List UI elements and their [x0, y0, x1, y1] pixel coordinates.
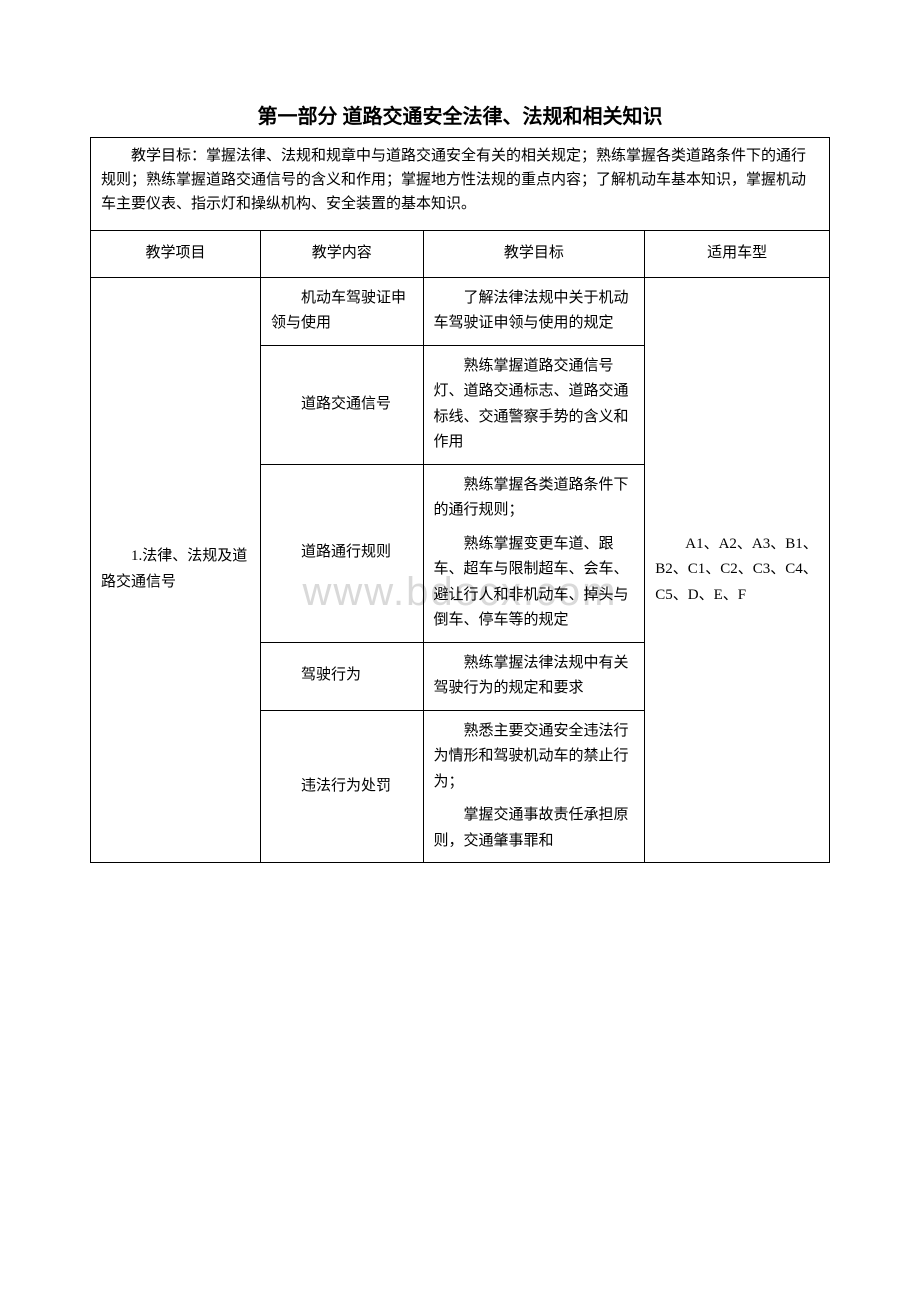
cell-content: 机动车驾驶证申领与使用	[260, 277, 423, 345]
goal-text: 熟练掌握法律法规中有关驾驶行为的规定和要求	[434, 651, 635, 702]
cell-project: 1.法律、法规及道路交通信号	[91, 277, 261, 863]
goal-text: 熟练掌握变更车道、跟车、超车与限制超车、会车、避让行人和非机动车、掉头与倒车、停…	[434, 532, 635, 634]
curriculum-table: 教学项目 教学内容 教学目标 适用车型 1.法律、法规及道路交通信号 机动车驾驶…	[90, 230, 830, 863]
teaching-objective: 教学目标：掌握法律、法规和规章中与道路交通安全有关的相关规定；熟练掌握各类道路条…	[90, 137, 830, 230]
goal-text: 了解法律法规中关于机动车驾驶证申领与使用的规定	[434, 286, 635, 337]
goal-text: 掌握交通事故责任承担原则，交通肇事罪和	[434, 803, 635, 854]
goal-text: 熟悉主要交通安全违法行为情形和驾驶机动车的禁止行为；	[434, 719, 635, 796]
cell-goal: 熟练掌握各类道路条件下的通行规则； 熟练掌握变更车道、跟车、超车与限制超车、会车…	[423, 464, 645, 642]
cell-content: 驾驶行为	[260, 642, 423, 710]
cell-content: 道路交通信号	[260, 345, 423, 464]
header-content: 教学内容	[260, 231, 423, 278]
cell-vehicle-types: A1、A2、A3、B1、B2、C1、C2、C3、C4、C5、D、E、F	[645, 277, 830, 863]
goal-text: 熟练掌握道路交通信号灯、道路交通标志、道路交通标线、交通警察手势的含义和作用	[434, 354, 635, 456]
table-header-row: 教学项目 教学内容 教学目标 适用车型	[91, 231, 830, 278]
header-goal: 教学目标	[423, 231, 645, 278]
table-row: 1.法律、法规及道路交通信号 机动车驾驶证申领与使用 了解法律法规中关于机动车驾…	[91, 277, 830, 345]
cell-content: 道路通行规则	[260, 464, 423, 642]
cell-goal: 熟悉主要交通安全违法行为情形和驾驶机动车的禁止行为； 掌握交通事故责任承担原则，…	[423, 710, 645, 863]
cell-goal: 熟练掌握道路交通信号灯、道路交通标志、道路交通标线、交通警察手势的含义和作用	[423, 345, 645, 464]
header-project: 教学项目	[91, 231, 261, 278]
cell-goal: 了解法律法规中关于机动车驾驶证申领与使用的规定	[423, 277, 645, 345]
header-type: 适用车型	[645, 231, 830, 278]
cell-content: 违法行为处罚	[260, 710, 423, 863]
goal-text: 熟练掌握各类道路条件下的通行规则；	[434, 473, 635, 524]
cell-goal: 熟练掌握法律法规中有关驾驶行为的规定和要求	[423, 642, 645, 710]
page-title: 第一部分 道路交通安全法律、法规和相关知识	[90, 100, 830, 129]
